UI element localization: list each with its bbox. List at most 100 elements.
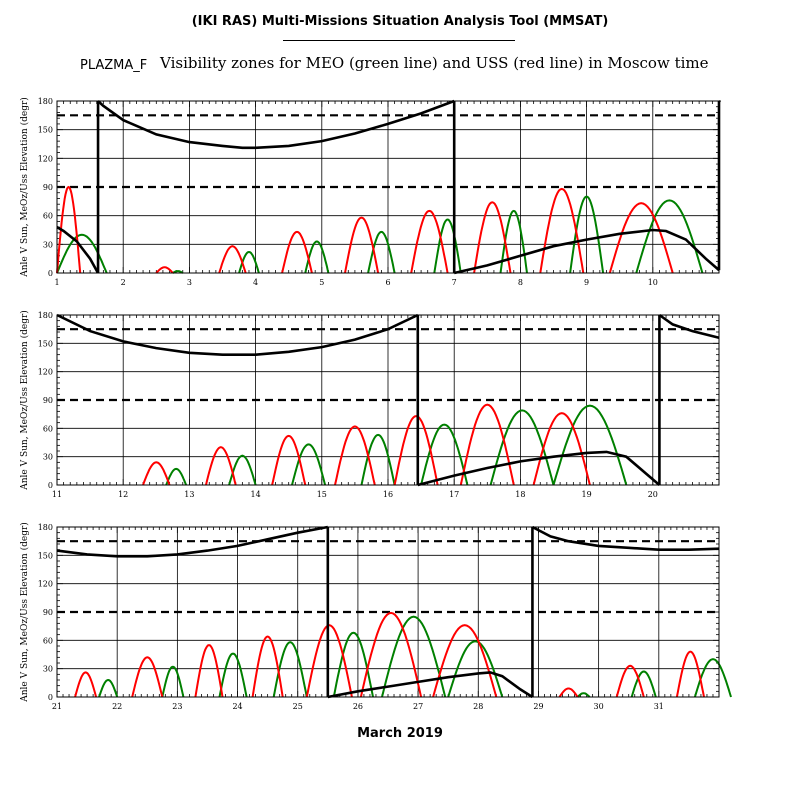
sun-angle-curve [56, 225, 100, 274]
x-tick-label: 17 [449, 490, 459, 499]
plot-frame [56, 100, 720, 274]
x-tick-label: 4 [253, 278, 258, 287]
x-tick-label: 14 [251, 490, 261, 499]
x-tick-label: 13 [184, 490, 194, 499]
sun-angle-curve [56, 525, 329, 558]
x-tick-label: 19 [582, 490, 592, 499]
uss-elevation-curve [473, 201, 512, 274]
x-tick-label: 20 [648, 490, 658, 499]
sun-angle-curve [453, 228, 720, 275]
y-tick-label: 60 [43, 212, 53, 221]
x-tick-label: 15 [317, 490, 327, 499]
title-divider [283, 40, 515, 41]
y-tick-label: 120 [38, 154, 53, 163]
x-tick-label: 28 [473, 702, 483, 711]
meo-elevation-curve [433, 218, 462, 274]
plot-id-label: PLAZMA_F [80, 58, 148, 73]
meo-elevation-curve [218, 652, 248, 698]
x-tick-label: 10 [648, 278, 658, 287]
uss-elevation-curve [74, 671, 98, 698]
y-axis-label: Anle V Sun, MeOz/Uss Elevation (degr) [19, 97, 30, 278]
meo-elevation-curve [420, 423, 469, 486]
meo-elevation-curve [161, 665, 185, 698]
meo-elevation-curve [332, 631, 374, 698]
meo-elevation-curve [228, 454, 257, 486]
uss-elevation-curve [539, 187, 585, 274]
y-tick-label: 0 [48, 269, 53, 278]
meo-elevation-curve [630, 670, 657, 698]
y-tick-label: 150 [38, 551, 53, 560]
meo-elevation-curve [576, 692, 591, 698]
x-tick-label: 25 [293, 702, 303, 711]
sun-angle-curve [327, 671, 534, 699]
sun-angle-curve [97, 99, 455, 150]
y-tick-label: 120 [38, 580, 53, 589]
sun-angle-curve [531, 525, 720, 551]
y-tick-label: 30 [43, 453, 53, 462]
meo-elevation-curve [569, 195, 605, 274]
uss-elevation-curve [205, 446, 237, 486]
x-tick-label: 21 [52, 702, 62, 711]
y-tick-label: 30 [43, 240, 53, 249]
meo-elevation-curve [360, 433, 396, 486]
x-tick-label: 1 [54, 278, 59, 287]
x-tick-label: 12 [118, 490, 128, 499]
y-tick-label: 150 [38, 126, 53, 135]
uss-elevation-curve [281, 230, 313, 274]
uss-elevation-curve [271, 434, 307, 486]
x-tick-label: 5 [319, 278, 324, 287]
y-tick-label: 60 [43, 636, 53, 645]
y-tick-label: 90 [43, 183, 53, 192]
y-tick-label: 120 [38, 368, 53, 377]
chart-panel-3: 21 22 23 24 25 26 27 28 29 30 31 0 30 60 90 120 150 180 An… [19, 522, 732, 711]
uss-elevation-curve [251, 635, 284, 698]
uss-elevation-curve [305, 624, 353, 698]
x-tick-label: 3 [187, 278, 192, 287]
y-tick-label: 90 [43, 396, 53, 405]
x-tick-label: 31 [654, 702, 664, 711]
x-tick-label: 11 [52, 490, 62, 499]
y-axis-label: Anle V Sun, MeOz/Uss Elevation (degr) [19, 522, 30, 703]
tool-title: (IKI RAS) Multi-Missions Situation Analy… [191, 14, 609, 29]
x-tick-label: 16 [383, 490, 393, 499]
x-tick-label: 2 [121, 278, 126, 287]
y-tick-label: 90 [43, 608, 53, 617]
x-tick-label: 23 [172, 702, 182, 711]
uss-elevation-curve [432, 624, 498, 698]
y-axis-label: Anle V Sun, MeOz/Uss Elevation (degr) [19, 310, 30, 491]
uss-elevation-curve [615, 664, 645, 698]
uss-elevation-curve [194, 644, 224, 698]
meo-elevation-curve [291, 443, 327, 486]
meo-elevation-curve [172, 270, 184, 274]
meo-elevation-curve [635, 199, 704, 274]
uss-elevation-curve [344, 216, 380, 274]
chart-panel-2: 11 12 13 14 15 16 17 18 19 20 0 30 60 90 120 150 180 Anle… [19, 310, 720, 499]
uss-elevation-curve [218, 245, 247, 274]
uss-elevation-curve [532, 412, 591, 486]
uss-elevation-curve [410, 209, 449, 274]
chart-panel-1: 1 2 3 4 5 6 7 8 9 10 0 30 60 90 120 150 180 Anle V Sun, M… [19, 97, 722, 287]
y-tick-label: 30 [43, 665, 53, 674]
plot-frame [56, 526, 720, 698]
x-tick-label: 29 [533, 702, 543, 711]
sun-angle-curve [417, 450, 661, 487]
uss-elevation-curve [608, 202, 674, 274]
x-tick-label: 7 [452, 278, 457, 287]
uss-elevation-curve [459, 403, 515, 486]
plot-title: Visibility zones for MEO (green line) an… [160, 54, 709, 72]
meo-elevation-curve [552, 404, 628, 486]
x-tick-label: 6 [385, 278, 390, 287]
plot-frame [56, 314, 720, 486]
y-tick-label: 0 [48, 481, 53, 490]
x-tick-label: 8 [518, 278, 523, 287]
uss-elevation-curve [131, 656, 164, 698]
x-tick-label: 27 [413, 702, 423, 711]
uss-elevation-curve [359, 611, 423, 698]
uss-elevation-curve [142, 461, 171, 486]
meo-elevation-curve [98, 678, 119, 698]
sun-angle-curve [658, 313, 720, 339]
x-tick-label: 26 [353, 702, 363, 711]
uss-elevation-curve [558, 687, 579, 698]
y-tick-label: 150 [38, 339, 53, 348]
